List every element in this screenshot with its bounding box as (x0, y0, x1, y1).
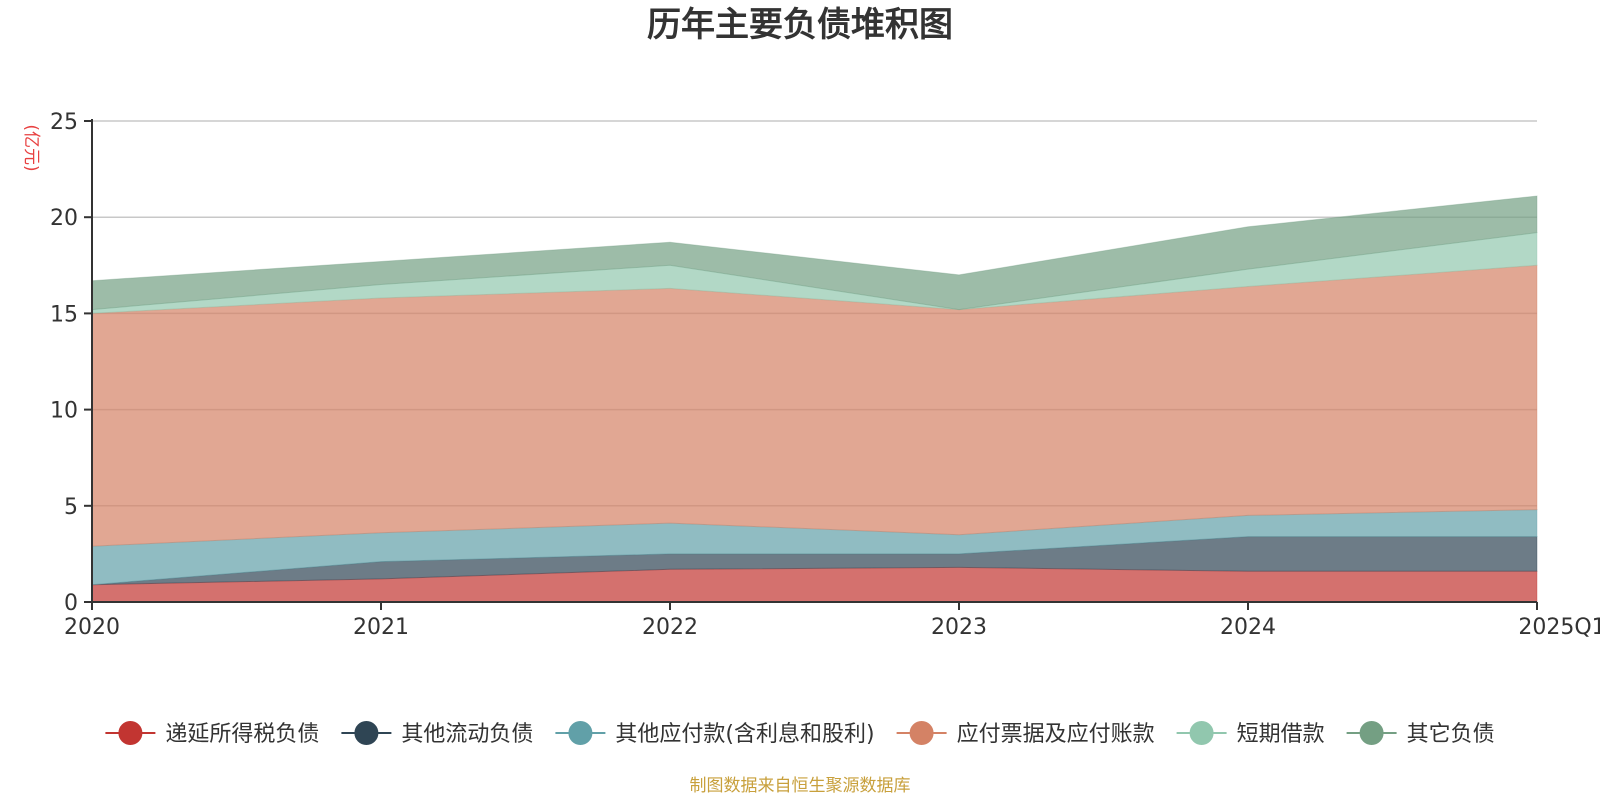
x-tick-label-1: 2021 (353, 615, 409, 640)
y-tick-label-0: 0 (64, 591, 78, 616)
legend-marker-dot-1 (354, 721, 379, 745)
source-note: 制图数据来自恒生聚源数据库 (690, 776, 911, 796)
x-tick-label-3: 2023 (931, 615, 987, 640)
legend-label-5: 其它负债 (1407, 722, 1495, 747)
legend-label-0: 递延所得税负债 (165, 722, 319, 747)
x-tick-label-0: 2020 (64, 615, 120, 640)
legend-marker-dot-2 (568, 721, 593, 745)
y-tick-label-10: 10 (50, 399, 78, 424)
x-tick-label-2: 2022 (642, 615, 698, 640)
y-tick-label-25: 25 (50, 110, 78, 135)
legend-label-3: 应付票据及应付账款 (957, 722, 1155, 747)
area-series-3 (91, 264, 1538, 547)
legend-marker-dot-4 (1189, 721, 1214, 745)
x-tick-label-5: 2025Q1 (1518, 615, 1600, 640)
y-axis-unit-label: (亿元) (21, 124, 41, 171)
axes: 0 5 10 15 20 25 2020 2021 2022 2023 2024 2025Q1 (50, 110, 1600, 640)
y-tick-label-15: 15 (50, 302, 78, 327)
legend-label-4: 短期借款 (1237, 722, 1325, 747)
legend-label-1: 其他流动负债 (401, 722, 533, 747)
legend: 递延所得税负债 其他流动负债 其他应付款(含利息和股利) 应付票据及应付账款 短期借款 其… (105, 721, 1495, 747)
legend-marker-dot-3 (909, 721, 934, 745)
legend-item-1[interactable]: 其他流动负债 (341, 721, 533, 747)
legend-marker-dot-0 (118, 721, 143, 745)
legend-label-2: 其他应付款(含利息和股利) (615, 722, 874, 747)
legend-item-5[interactable]: 其它负债 (1346, 721, 1495, 747)
y-tick-label-5: 5 (64, 495, 78, 520)
legend-item-4[interactable]: 短期借款 (1176, 721, 1325, 747)
area-series-5 (91, 195, 1538, 311)
legend-item-2[interactable]: 其他应付款(含利息和股利) (555, 721, 875, 747)
legend-item-3[interactable]: 应付票据及应付账款 (896, 721, 1155, 747)
x-tick-label-4: 2024 (1220, 615, 1276, 640)
area-series-group (91, 195, 1538, 603)
legend-marker-dot-5 (1359, 721, 1384, 745)
y-tick-label-20: 20 (50, 206, 78, 231)
chart-title: 历年主要负债堆积图 (647, 5, 953, 45)
legend-item-0[interactable]: 递延所得税负债 (105, 721, 319, 747)
